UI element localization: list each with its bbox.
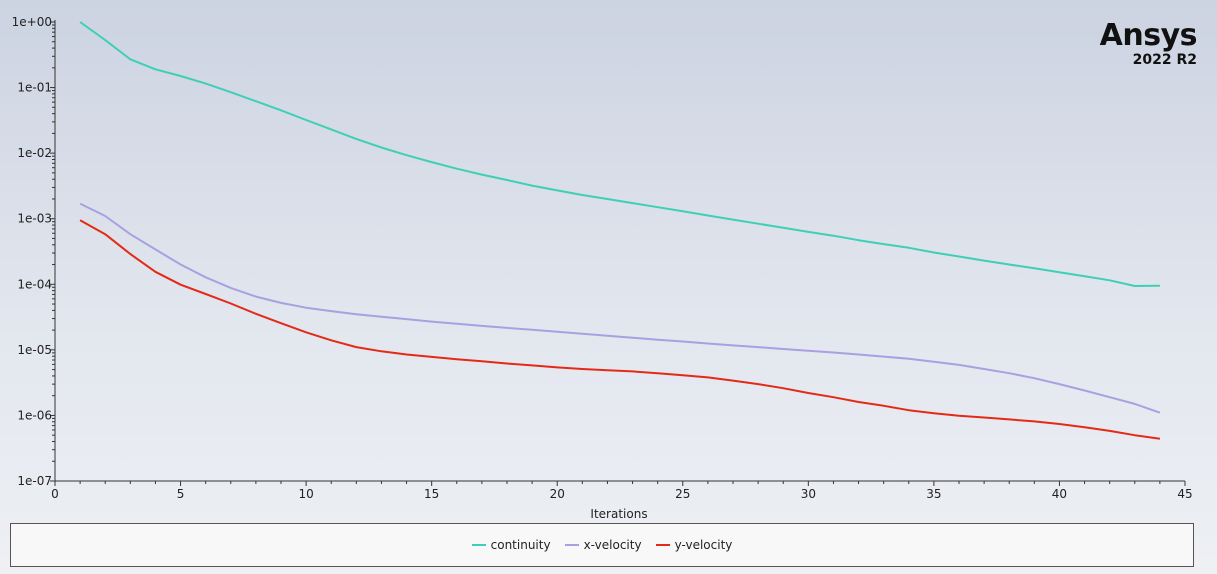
series-line-x-velocity bbox=[79, 202, 1161, 414]
legend-item-x-velocity: x-velocity bbox=[564, 538, 642, 552]
y-tick-label: 1e-06 bbox=[17, 408, 52, 422]
y-tick-label: 1e-04 bbox=[17, 277, 52, 291]
legend-item-continuity: continuity bbox=[471, 538, 551, 552]
legend-label: y-velocity bbox=[674, 538, 733, 552]
legend-item-y-velocity: y-velocity bbox=[655, 538, 733, 552]
x-tick-label: 10 bbox=[298, 487, 313, 501]
x-tick-label: 5 bbox=[177, 487, 185, 501]
x-tick-label: 35 bbox=[926, 487, 941, 501]
x-tick-label: 25 bbox=[675, 487, 690, 501]
legend-swatch bbox=[655, 544, 670, 546]
x-tick-label: 45 bbox=[1177, 487, 1192, 501]
x-tick-label: 0 bbox=[51, 487, 59, 501]
y-tick-label: 1e-01 bbox=[17, 81, 52, 95]
y-tick-label: 1e-05 bbox=[17, 343, 52, 357]
logo-name: Ansys bbox=[1099, 18, 1198, 53]
y-tick-label: 1e-02 bbox=[17, 146, 52, 160]
x-tick-label: 40 bbox=[1052, 487, 1067, 501]
x-tick-label: 30 bbox=[801, 487, 816, 501]
logo-version: 2022 R2 bbox=[1132, 52, 1197, 68]
ansys-logo: Ansys 2022 R2 bbox=[1099, 18, 1198, 69]
x-tick-label: 15 bbox=[424, 487, 439, 501]
series-line-y-velocity bbox=[79, 219, 1161, 440]
legend-swatch bbox=[564, 544, 579, 546]
x-tick-label: 20 bbox=[550, 487, 565, 501]
y-tick-label: 1e-07 bbox=[17, 474, 52, 488]
y-tick-label: 1e-03 bbox=[17, 212, 52, 226]
legend-swatch bbox=[471, 544, 486, 546]
y-tick-label: 1e+00 bbox=[12, 15, 52, 29]
chart-axes: 0 5 10 15 20 25 30 35 40 45 1e+00 1e-01 1e-02 1e-03 1e… bbox=[12, 15, 1193, 501]
series-line-continuity bbox=[79, 21, 1160, 287]
chart-series bbox=[79, 21, 1161, 440]
chart-legend: continuity x-velocity y-velocity bbox=[10, 523, 1194, 567]
legend-label: continuity bbox=[490, 538, 551, 552]
legend-label: x-velocity bbox=[583, 538, 642, 552]
x-axis-title: Iterations bbox=[590, 507, 647, 521]
